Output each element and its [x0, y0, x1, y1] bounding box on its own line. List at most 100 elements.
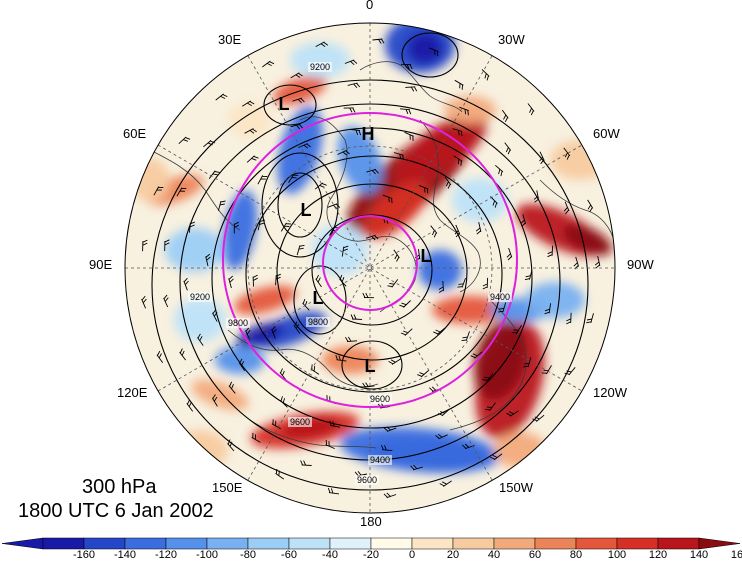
wind-barb-1 — [362, 292, 375, 299]
wind-barb-5 — [393, 249, 400, 262]
wind-barb-46 — [245, 327, 251, 340]
longitude-label-150w: 150W — [499, 480, 533, 495]
colorbar-swatch-2 — [124, 537, 167, 550]
colorbar-swatch-14 — [616, 537, 659, 550]
wind-barb-139 — [439, 480, 452, 487]
colorbar-high-arrow — [698, 537, 741, 550]
graticule — [125, 23, 615, 513]
wind-barb-120 — [211, 394, 218, 407]
wind-barb-126 — [262, 60, 275, 68]
low-pressure-center-5: L — [421, 246, 432, 266]
wind-barb-136 — [564, 367, 576, 376]
wind-barb-67 — [343, 107, 356, 113]
wind-barb-125 — [215, 93, 228, 101]
colorbar-tick-label-6: -40 — [322, 549, 338, 561]
wind-barb-77 — [329, 420, 341, 428]
wind-barb-57 — [470, 351, 483, 359]
high-pressure-center-0: H — [362, 124, 375, 144]
wind-barb-112 — [566, 312, 572, 325]
wind-barb-79 — [197, 333, 204, 346]
anomaly-shade-37 — [494, 432, 546, 468]
anomaly-shade-36 — [228, 102, 272, 138]
wind-barb-134 — [594, 256, 601, 269]
wind-barb-22 — [293, 321, 301, 334]
wind-barb-74 — [482, 373, 494, 382]
contour-labels: 9200 9400 9600 9800 9400 9600 9800 9600 9200 — [188, 62, 512, 485]
wind-barb-102 — [203, 140, 216, 148]
contour-label-8: 9200 — [190, 292, 210, 302]
longitude-label-60w: 60W — [593, 126, 620, 141]
anomaly-shade-38 — [172, 430, 228, 470]
wind-barb-91 — [544, 303, 552, 315]
low-pressure-center-2: L — [279, 94, 290, 114]
wind-barb-96 — [325, 439, 335, 450]
wind-barb-49 — [257, 175, 268, 185]
colorbar-tick-label-10: 40 — [487, 549, 501, 561]
colorbar-swatch-1 — [83, 537, 126, 550]
anomaly-shade-16 — [407, 32, 443, 64]
wind-barb-83 — [244, 128, 257, 134]
colorbar-swatch-5 — [247, 537, 290, 550]
longitude-label-30e: 30E — [218, 32, 242, 47]
contour-label-2: 9600 — [290, 417, 310, 427]
wind-barb-47 — [228, 275, 234, 289]
contour-label-bg-6 — [226, 318, 250, 328]
wind-barb-84 — [292, 97, 305, 104]
wind-barb-105 — [344, 59, 358, 66]
contour-label-bg-4 — [368, 455, 392, 465]
colorbar-swatch-11 — [493, 537, 536, 550]
colorbar-tick-label-11: 60 — [528, 549, 542, 561]
wind-barb-145 — [156, 350, 164, 364]
wind-barb-138 — [490, 453, 503, 461]
wind-barb-137 — [532, 414, 545, 422]
wind-barb-122 — [142, 239, 148, 252]
anomaly-shade-27 — [165, 228, 225, 272]
colorbar-tick-label-16: 160 — [730, 549, 742, 561]
wind-barb-28 — [454, 224, 461, 238]
contour-label-bg-2 — [288, 417, 312, 427]
low-pressure-center-3: L — [313, 288, 324, 308]
anomaly-shade-6 — [563, 224, 613, 256]
wind-barb-33 — [271, 326, 277, 339]
wind-barb-61 — [238, 358, 246, 371]
anomaly-shade-1 — [393, 113, 487, 187]
anomaly-shade-35 — [444, 96, 496, 124]
colorbar-tick-label-5: -60 — [281, 549, 297, 561]
wind-barb-99 — [163, 294, 169, 308]
wind-barb-108 — [501, 109, 509, 123]
colorbar-tick-label-14: 120 — [648, 549, 668, 561]
anomaly-shade-10 — [273, 75, 327, 105]
contour-label-bg-5 — [355, 475, 379, 485]
anomaly-shade-11 — [432, 296, 508, 324]
wind-barb-45 — [279, 368, 287, 381]
wind-barb-69 — [452, 128, 463, 137]
inner-latitude-circle — [322, 215, 418, 311]
longitude-label-30w: 30W — [498, 32, 525, 47]
contour-label-0: 9200 — [310, 62, 330, 72]
wind-barb-76 — [383, 426, 397, 432]
wind-barb-110 — [563, 201, 570, 215]
contour-label-5: 9600 — [357, 475, 377, 485]
wind-barb-123 — [153, 186, 164, 196]
map-disk-outline — [124, 22, 616, 514]
contour-label-bg-3 — [306, 317, 330, 327]
wind-barb-94 — [435, 433, 448, 440]
wind-barb-35 — [257, 219, 266, 231]
wind-barb-15 — [296, 244, 305, 256]
wind-barb-88 — [504, 142, 512, 155]
wind-barb-92 — [523, 357, 532, 368]
wind-barb-119 — [251, 432, 261, 443]
anomaly-shade-9 — [233, 285, 297, 315]
colorbar-swatch-15 — [657, 537, 700, 550]
contour-label-1: 9400 — [490, 292, 510, 302]
wind-barb-81 — [188, 221, 196, 233]
colorbar-tick-label-0: -160 — [72, 549, 96, 561]
low-pressure-center-1: L — [301, 200, 312, 220]
wind-barb-86 — [405, 86, 418, 92]
colorbar-swatch-0 — [42, 537, 85, 550]
longitude-label-0: 0 — [366, 0, 374, 12]
anomaly-shade-26 — [215, 346, 265, 374]
colorbar-tick-label-13: 100 — [607, 549, 627, 561]
